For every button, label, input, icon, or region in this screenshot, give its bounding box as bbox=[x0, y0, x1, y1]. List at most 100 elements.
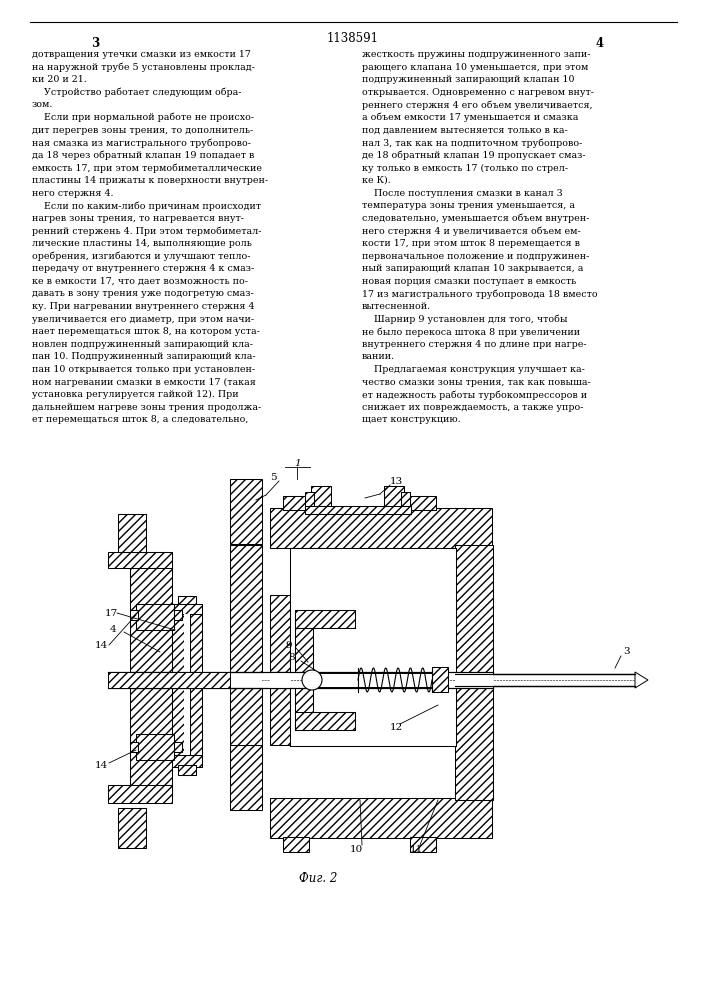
Bar bbox=[312, 673, 432, 687]
Text: 12: 12 bbox=[390, 724, 403, 732]
Bar bbox=[384, 486, 404, 512]
Text: нает перемещаться шток 8, на котором уста-: нает перемещаться шток 8, на котором уст… bbox=[32, 327, 260, 336]
Text: После поступления смазки в канал 3: После поступления смазки в канал 3 bbox=[362, 189, 563, 198]
Text: оребрения, изгибаются и улучшают тепло-: оребрения, изгибаются и улучшают тепло- bbox=[32, 252, 250, 261]
Bar bbox=[190, 610, 202, 758]
Text: новлен подпружиненный запирающий кла-: новлен подпружиненный запирающий кла- bbox=[32, 340, 253, 349]
Text: 8: 8 bbox=[288, 654, 295, 662]
Text: 13: 13 bbox=[390, 478, 403, 487]
Text: 3: 3 bbox=[91, 37, 99, 50]
Bar bbox=[130, 610, 138, 620]
Text: новая порция смазки поступает в емкость: новая порция смазки поступает в емкость bbox=[362, 277, 576, 286]
Bar bbox=[311, 486, 331, 512]
Bar bbox=[270, 672, 290, 688]
Bar bbox=[172, 610, 184, 758]
Polygon shape bbox=[635, 672, 648, 688]
Text: не было перекоса штока 8 при увеличении: не было перекоса штока 8 при увеличении bbox=[362, 327, 580, 337]
Text: открывается. Одновременно с нагревом внут-: открывается. Одновременно с нагревом вну… bbox=[362, 88, 594, 97]
Text: дальнейшем нагреве зоны трения продолжа-: дальнейшем нагреве зоны трения продолжа- bbox=[32, 403, 262, 412]
Text: него стержня 4 и увеличивается объем ем-: него стержня 4 и увеличивается объем ем- bbox=[362, 226, 580, 236]
Bar bbox=[174, 742, 182, 752]
Text: 17: 17 bbox=[105, 608, 118, 617]
Text: 4: 4 bbox=[596, 37, 604, 50]
Bar bbox=[290, 548, 456, 746]
Bar bbox=[313, 628, 355, 712]
Text: пластины 14 прижаты к поверхности внутрен-: пластины 14 прижаты к поверхности внутре… bbox=[32, 176, 268, 185]
Text: Предлагаемая конструкция улучшает ка-: Предлагаемая конструкция улучшает ка- bbox=[362, 365, 585, 374]
Bar bbox=[270, 508, 492, 548]
Text: рающего клапана 10 уменьшается, при этом: рающего клапана 10 уменьшается, при этом bbox=[362, 63, 588, 72]
Text: пан 10 открывается только при установлен-: пан 10 открывается только при установлен… bbox=[32, 365, 255, 374]
Bar bbox=[230, 479, 262, 544]
Text: 1: 1 bbox=[294, 458, 300, 468]
Text: ет надежность работы турбокомпрессоров и: ет надежность работы турбокомпрессоров и bbox=[362, 390, 587, 400]
Text: него стержня 4.: него стержня 4. bbox=[32, 189, 114, 198]
Text: вании.: вании. bbox=[362, 352, 395, 361]
Text: на наружной трубе 5 установлены проклад-: на наружной трубе 5 установлены проклад- bbox=[32, 63, 255, 72]
Bar bbox=[230, 745, 262, 810]
Text: подпружиненный запирающий клапан 10: подпружиненный запирающий клапан 10 bbox=[362, 75, 575, 84]
Text: де 18 обратный клапан 19 пропускает смаз-: де 18 обратный клапан 19 пропускает смаз… bbox=[362, 151, 585, 160]
Text: передачу от внутреннего стержня 4 к смаз-: передачу от внутреннего стержня 4 к смаз… bbox=[32, 264, 255, 273]
Text: да 18 через обратный клапан 19 попадает в: да 18 через обратный клапан 19 попадает … bbox=[32, 151, 255, 160]
Bar bbox=[230, 545, 262, 745]
Bar bbox=[184, 614, 190, 755]
Text: 9: 9 bbox=[285, 641, 291, 650]
Text: 17 из магистрального трубопровода 18 вместо: 17 из магистрального трубопровода 18 вме… bbox=[362, 289, 597, 299]
Text: зом.: зом. bbox=[32, 100, 53, 109]
Text: 11: 11 bbox=[410, 846, 423, 854]
Text: вытесненной.: вытесненной. bbox=[362, 302, 431, 311]
Bar bbox=[118, 514, 146, 552]
Text: ку только в емкость 17 (только по стрел-: ку только в емкость 17 (только по стрел- bbox=[362, 163, 568, 173]
Text: емкость 17, при этом термобиметаллические: емкость 17, при этом термобиметаллически… bbox=[32, 163, 262, 173]
Bar bbox=[130, 565, 172, 800]
Bar bbox=[172, 755, 202, 767]
Text: 5: 5 bbox=[270, 474, 276, 483]
Text: а объем емкости 17 уменьшается и смазка: а объем емкости 17 уменьшается и смазка bbox=[362, 113, 578, 122]
Text: ет перемещаться шток 8, а следовательно,: ет перемещаться шток 8, а следовательно, bbox=[32, 415, 248, 424]
Bar bbox=[130, 672, 172, 688]
Bar bbox=[305, 492, 314, 506]
Text: ренний стержень 4. При этом термобиметал-: ренний стержень 4. При этом термобиметал… bbox=[32, 226, 262, 236]
Text: щает конструкцию.: щает конструкцию. bbox=[362, 415, 461, 424]
Text: температура зоны трения уменьшается, а: температура зоны трения уменьшается, а bbox=[362, 201, 575, 210]
Bar bbox=[108, 552, 172, 568]
Bar bbox=[410, 496, 436, 510]
Text: Фиг. 2: Фиг. 2 bbox=[299, 872, 337, 885]
Bar bbox=[401, 492, 410, 506]
Text: установка регулируется гайкой 12). При: установка регулируется гайкой 12). При bbox=[32, 390, 239, 399]
Bar bbox=[172, 604, 202, 614]
Bar bbox=[108, 672, 493, 688]
Text: нал 3, так как на подпиточном трубопрово-: нал 3, так как на подпиточном трубопрово… bbox=[362, 138, 583, 148]
Bar bbox=[295, 712, 355, 730]
Text: Устройство работает следующим обра-: Устройство работает следующим обра- bbox=[32, 88, 242, 97]
Text: снижает их повреждаемость, а также упро-: снижает их повреждаемость, а также упро- bbox=[362, 403, 583, 412]
Bar bbox=[455, 674, 493, 686]
Bar bbox=[410, 837, 436, 852]
Text: чество смазки зоны трения, так как повыша-: чество смазки зоны трения, так как повыш… bbox=[362, 378, 591, 387]
Bar bbox=[493, 674, 635, 686]
Bar bbox=[178, 596, 196, 604]
Bar bbox=[270, 595, 290, 745]
Text: ный запирающий клапан 10 закрывается, а: ный запирающий клапан 10 закрывается, а bbox=[362, 264, 583, 273]
Text: ке в емкости 17, что дает возможность по-: ке в емкости 17, что дает возможность по… bbox=[32, 277, 248, 286]
Text: 10: 10 bbox=[350, 846, 363, 854]
Bar bbox=[230, 672, 262, 688]
Text: жесткость пружины подпружиненного запи-: жесткость пружины подпружиненного запи- bbox=[362, 50, 590, 59]
Text: пан 10. Подпружиненный запирающий кла-: пан 10. Подпружиненный запирающий кла- bbox=[32, 352, 256, 361]
Bar bbox=[130, 742, 138, 752]
Bar bbox=[295, 610, 313, 730]
Text: реннего стержня 4 его объем увеличивается,: реннего стержня 4 его объем увеличиваетс… bbox=[362, 100, 592, 110]
Bar bbox=[136, 604, 174, 630]
Bar bbox=[174, 610, 182, 620]
Text: Если при нормальной работе не происхо-: Если при нормальной работе не происхо- bbox=[32, 113, 254, 122]
Text: ки 20 и 21.: ки 20 и 21. bbox=[32, 75, 87, 84]
Text: следовательно, уменьшается объем внутрен-: следовательно, уменьшается объем внутрен… bbox=[362, 214, 590, 223]
Circle shape bbox=[302, 670, 322, 690]
Text: Шарнир 9 установлен для того, чтобы: Шарнир 9 установлен для того, чтобы bbox=[362, 315, 568, 324]
Text: лические пластины 14, выполняющие роль: лические пластины 14, выполняющие роль bbox=[32, 239, 252, 248]
Text: ку. При нагревании внутреннего стержня 4: ку. При нагревании внутреннего стержня 4 bbox=[32, 302, 255, 311]
Bar bbox=[283, 837, 309, 852]
Bar bbox=[178, 765, 196, 775]
Bar bbox=[432, 667, 448, 692]
